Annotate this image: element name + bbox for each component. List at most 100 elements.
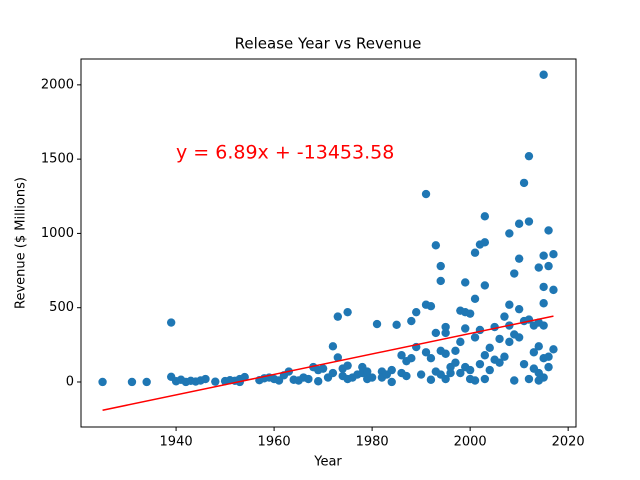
scatter-point	[544, 362, 553, 372]
scatter-point	[441, 374, 450, 384]
scatter-point	[519, 359, 529, 369]
scatter-point	[127, 377, 137, 387]
scatter-point	[372, 319, 382, 329]
scatter-point	[514, 219, 524, 228]
scatter-point	[524, 151, 534, 161]
scatter-point	[539, 251, 548, 260]
regression-equation: y = 6.89x + -13453.58	[176, 142, 394, 164]
scatter-point	[495, 334, 504, 344]
y-tick-label: 500	[49, 300, 74, 315]
scatter-point	[544, 352, 553, 361]
scatter-point	[363, 367, 372, 376]
scatter-point	[407, 316, 416, 326]
y-tick-label: 2000	[41, 77, 74, 92]
scatter-point	[544, 261, 553, 271]
scatter-point	[505, 337, 514, 347]
scatter-point	[539, 299, 548, 308]
scatter-point	[505, 300, 514, 309]
scatter-point	[211, 377, 220, 386]
scatter-point	[470, 248, 480, 257]
scatter-point	[456, 337, 465, 347]
scatter-point	[461, 278, 470, 287]
scatter-point	[519, 178, 529, 188]
scatter-point	[436, 261, 445, 271]
scatter-point	[142, 377, 151, 387]
scatter-point	[441, 349, 450, 358]
scatter-point	[539, 373, 548, 382]
scatter-point	[480, 374, 490, 384]
scatter-point	[485, 343, 494, 353]
scatter-point	[514, 333, 524, 342]
scatter-point	[549, 285, 558, 295]
scatter-point	[470, 294, 480, 303]
scatter-point	[328, 342, 338, 351]
scatter-point	[333, 312, 343, 321]
scatter-point	[421, 348, 431, 357]
scatter-point	[539, 282, 548, 292]
scatter-point	[456, 368, 465, 378]
scatter-point	[475, 359, 485, 369]
scatter-point	[98, 377, 107, 387]
scatter-point	[514, 304, 524, 314]
scatter-point	[328, 368, 338, 378]
scatter-point	[343, 361, 352, 370]
scatter-point	[397, 351, 406, 360]
scatter-point	[500, 352, 509, 361]
scatter-point	[402, 371, 411, 381]
scatter-point	[510, 269, 519, 278]
scatter-point	[201, 374, 210, 384]
scatter-point	[465, 309, 475, 318]
scatter-point	[544, 226, 553, 235]
axes-frame	[80, 58, 577, 428]
scatter-point	[465, 365, 475, 375]
scatter-point	[367, 373, 377, 382]
scatter-point	[480, 281, 490, 290]
scatter-point	[539, 70, 548, 79]
scatter-point	[549, 345, 558, 354]
x-tick-label: 2000	[454, 435, 487, 450]
plot-area	[98, 70, 558, 411]
x-tick-label: 1940	[160, 435, 193, 450]
scatter-point	[495, 358, 504, 367]
y-tick-label: 1000	[41, 226, 74, 241]
scatter-point	[343, 307, 352, 317]
scatter-point	[441, 322, 450, 332]
scatter-point	[166, 318, 176, 327]
scatter-point	[549, 250, 558, 259]
scatter-point	[510, 376, 519, 385]
scatter-point	[475, 325, 485, 335]
scatter-point	[485, 365, 494, 375]
scatter-point	[480, 212, 490, 221]
x-tick-label: 1980	[356, 435, 389, 450]
scatter-point	[387, 365, 396, 375]
scatter-point	[412, 307, 421, 317]
scatter-point	[304, 374, 313, 384]
x-tick-label: 2020	[552, 435, 585, 450]
scatter-point	[387, 377, 396, 387]
scatter-point	[431, 328, 441, 338]
scatter-point	[421, 189, 431, 199]
scatter-point	[451, 346, 460, 355]
scatter-point	[470, 376, 480, 385]
scatter-point	[461, 324, 470, 333]
scatter-point	[436, 276, 445, 286]
y-tick-label: 0	[66, 374, 74, 389]
scatter-point	[451, 358, 460, 367]
scatter-point	[514, 254, 524, 263]
scatter-point	[480, 351, 490, 360]
x-axis-label: Year	[313, 455, 342, 470]
scatter-point	[314, 377, 323, 386]
scatter-point	[470, 333, 480, 342]
scatter-point	[333, 353, 343, 362]
scatter-point	[416, 370, 426, 379]
scatter-point	[446, 368, 455, 378]
scatter-point	[524, 374, 534, 384]
scatter-point	[505, 229, 514, 238]
scatter-point	[318, 364, 328, 373]
y-tick-label: 1500	[41, 152, 74, 167]
scatter-point	[407, 354, 416, 363]
scatter-point	[500, 312, 509, 321]
scatter-point	[441, 328, 450, 338]
